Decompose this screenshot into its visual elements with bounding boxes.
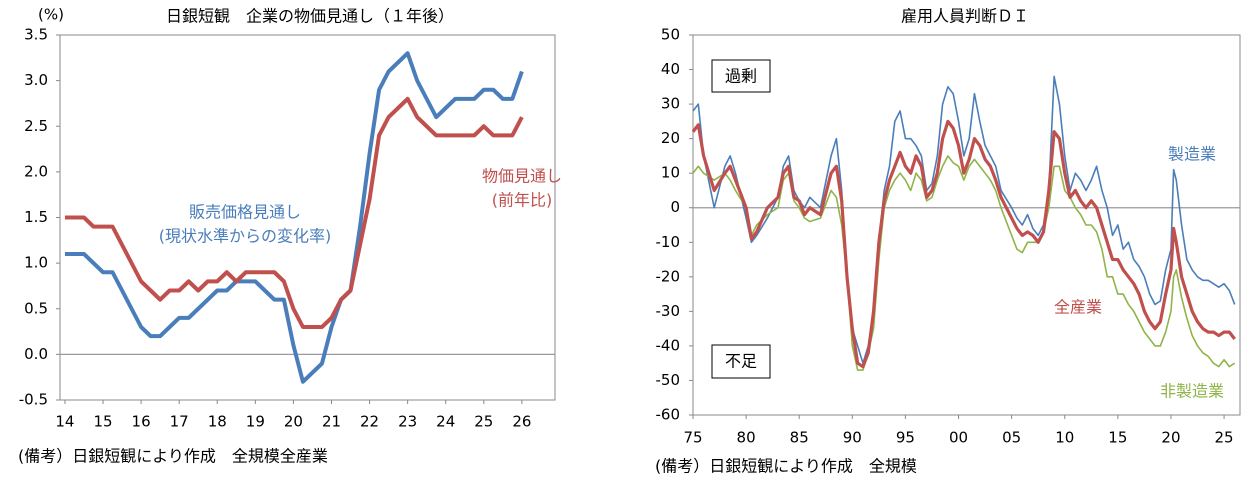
x-tick-label: 85 — [790, 429, 809, 447]
annotation: 過剰 — [725, 67, 757, 86]
series-label: 販売価格見通し — [189, 203, 301, 222]
plot-frame — [692, 34, 1241, 416]
x-tick-label: 75 — [683, 429, 702, 447]
annotation-box — [711, 59, 771, 93]
x-tick-label: 22 — [360, 413, 379, 431]
series-line — [691, 119, 1236, 369]
y-tick-label: 30 — [661, 95, 680, 113]
series-line — [692, 155, 1236, 371]
x-tick-label: 90 — [843, 429, 862, 447]
footnote: (備考）日銀短観により作成 全規模 — [655, 457, 917, 476]
x-tick-label: 19 — [246, 413, 265, 431]
x-tick-label: 24 — [436, 413, 455, 431]
y-tick-label: 2.5 — [24, 117, 48, 135]
y-tick-label: 0.5 — [24, 299, 48, 317]
x-tick-label: 15 — [93, 413, 112, 431]
y-tick-label: 3.0 — [24, 71, 48, 89]
x-tick-label: 80 — [737, 429, 756, 447]
y-axis-unit: (%) — [38, 6, 64, 24]
x-tick-label: 18 — [208, 413, 227, 431]
y-tick-label: -50 — [656, 371, 681, 389]
x-tick-label: 21 — [322, 413, 341, 431]
x-tick-label: 05 — [1002, 429, 1021, 447]
x-tick-label: 20 — [1161, 429, 1180, 447]
y-tick-label: 50 — [661, 26, 680, 44]
x-tick-label: 15 — [1108, 429, 1127, 447]
series-sublabel: (前年比) — [492, 191, 553, 210]
series-line — [64, 51, 524, 384]
x-tick-label: 26 — [512, 413, 531, 431]
y-tick-label: 10 — [661, 164, 680, 182]
plot-frame — [59, 34, 556, 401]
y-tick-label: 0.0 — [24, 345, 48, 363]
y-tick-label: 0 — [670, 198, 680, 216]
series-label: 製造業 — [1168, 145, 1216, 164]
x-tick-label: 00 — [949, 429, 968, 447]
y-tick-label: -40 — [656, 336, 681, 354]
annotation-box — [711, 344, 771, 379]
x-tick-label: 25 — [1215, 429, 1234, 447]
footnote: (備考）日銀短観により作成 全規模全産業 — [18, 447, 328, 466]
x-tick-label: 10 — [1055, 429, 1074, 447]
y-tick-label: 2.0 — [24, 162, 48, 180]
series-label: 全産業 — [1054, 298, 1102, 317]
annotation: 不足 — [725, 352, 757, 371]
x-tick-label: 20 — [284, 413, 303, 431]
y-tick-label: -10 — [656, 233, 681, 251]
y-tick-label: -20 — [656, 267, 681, 285]
y-tick-label: -30 — [656, 302, 681, 320]
chart-title: 日銀短観 企業の物価見通し（１年後） — [166, 7, 454, 26]
y-tick-label: -60 — [656, 406, 681, 424]
y-tick-label: 20 — [661, 129, 680, 147]
x-tick-label: 16 — [132, 413, 151, 431]
y-tick-label: 40 — [661, 60, 680, 78]
series-label: 非製造業 — [1160, 382, 1224, 401]
y-tick-label: 3.5 — [24, 26, 48, 44]
x-tick-label: 95 — [896, 429, 915, 447]
series-line — [64, 96, 524, 329]
x-tick-label: 17 — [170, 413, 189, 431]
x-tick-label: 25 — [474, 413, 493, 431]
y-tick-label: 1.0 — [24, 254, 48, 272]
x-tick-label: 23 — [398, 413, 417, 431]
y-tick-label: -0.5 — [19, 391, 48, 409]
series-line — [692, 75, 1236, 364]
series-sublabel: (現状水準からの変化率) — [159, 227, 332, 246]
chart-title: 雇用人員判断ＤＩ — [901, 7, 1029, 26]
x-tick-label: 14 — [55, 413, 74, 431]
y-tick-label: 1.5 — [24, 208, 48, 226]
series-label: 物価見通し — [482, 167, 562, 186]
